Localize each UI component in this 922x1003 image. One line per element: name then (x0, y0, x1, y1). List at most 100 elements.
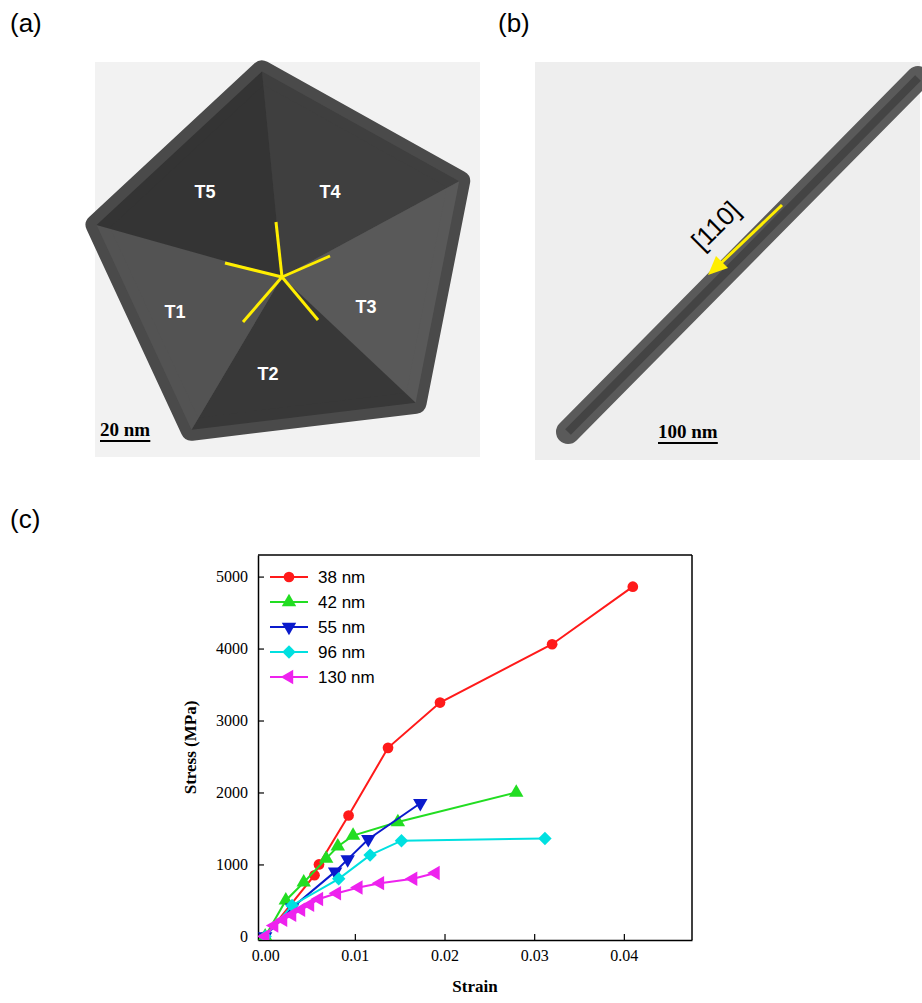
marker (413, 799, 427, 811)
tick-label: 5000 (216, 568, 248, 585)
marker (346, 827, 360, 839)
tick: 2000 (216, 784, 264, 801)
tick-mark (355, 934, 356, 940)
legend-label: 96 nm (318, 643, 365, 662)
tick-mark (534, 934, 535, 940)
legend-marker (281, 670, 293, 684)
scale-bar-label: 20 nm (100, 419, 150, 440)
scale-bar-label: 100 nm (658, 421, 718, 442)
tick: 1000 (216, 856, 264, 873)
image-background (95, 62, 480, 457)
marker (372, 876, 384, 890)
marker (319, 850, 333, 862)
marker (361, 835, 375, 847)
twin-boundary (276, 222, 282, 277)
tick: 4000 (216, 640, 264, 657)
tick-label: 0.02 (431, 947, 459, 964)
legend-entry: 42 nm (270, 593, 365, 612)
marker (329, 886, 341, 900)
pentagon-crosssection (97, 71, 460, 429)
tick-label: 1000 (216, 856, 248, 873)
marker (340, 855, 354, 867)
frame (258, 554, 692, 556)
twin-boundary (243, 277, 282, 322)
marker (509, 784, 523, 796)
panel-letter: (b) (498, 8, 530, 38)
axis-line (258, 556, 260, 941)
legend-entry: 38 nm (270, 568, 365, 587)
marker (311, 892, 323, 906)
tick: 3000 (216, 712, 264, 729)
y-axis-title: Stress (MPa) (181, 701, 200, 795)
plot-area (258, 581, 638, 940)
panel-letter: (a) (10, 8, 42, 38)
tick-label: 0 (240, 928, 248, 945)
marker (343, 810, 354, 821)
marker (547, 639, 558, 650)
series-line (265, 792, 516, 936)
tick-mark (258, 648, 264, 649)
tick-label: 4000 (216, 640, 248, 657)
legend-label: 55 nm (318, 618, 365, 637)
tick-label: 0.04 (610, 947, 638, 964)
marker (395, 834, 408, 847)
legend-marker (282, 645, 295, 658)
tick-mark (258, 792, 264, 793)
tick-mark (624, 934, 625, 940)
segment-label: T5 (194, 182, 215, 202)
legend-label: 42 nm (318, 593, 365, 612)
legend-marker (282, 623, 296, 635)
marker (258, 929, 269, 940)
tick: 0.04 (610, 934, 638, 964)
scale-bar (658, 442, 718, 444)
series-line (265, 587, 633, 937)
tick-label: 2000 (216, 784, 248, 801)
marker (350, 880, 362, 894)
twin-boundary (282, 277, 318, 320)
marker (538, 832, 551, 845)
legend-marker (284, 572, 295, 583)
tick: 0.02 (431, 934, 459, 964)
tick: 5000 (216, 568, 264, 585)
series-line (265, 873, 435, 936)
panel-c: 0.00 0.01 0.02 0.03 0.04 0 1000 2000 3000 4000 500… (181, 555, 693, 996)
panel-letter: (c) (10, 504, 40, 534)
marker (405, 872, 417, 886)
twin-segment (97, 71, 282, 277)
marker (383, 743, 394, 754)
tick: 0.03 (521, 934, 549, 964)
tick-mark (258, 576, 264, 577)
panel-a: T1 T2 T3 T4 T5 20 nm (95, 62, 480, 457)
tick-label: 3000 (216, 712, 248, 729)
legend-label: 38 nm (318, 568, 365, 587)
marker (332, 872, 345, 885)
tick-label: 0.03 (521, 947, 549, 964)
segment-label: T1 (164, 302, 185, 322)
marker (297, 874, 311, 886)
marker (627, 581, 638, 592)
tick-mark (258, 864, 264, 865)
legend-label: 130 nm (318, 668, 375, 687)
panel-b: [110]100 nm (535, 62, 920, 460)
axis-line (259, 940, 693, 942)
tick: 0.01 (341, 934, 369, 964)
twin-boundary (282, 256, 330, 277)
scale-bar (100, 440, 150, 442)
nanowire (568, 78, 918, 432)
legend-entry: 96 nm (270, 643, 365, 662)
nanowire-core (568, 78, 918, 432)
series-line (265, 803, 420, 936)
marker (331, 838, 345, 850)
segment-label: T4 (319, 182, 340, 202)
x-axis: 0.00 0.01 0.02 0.03 0.04 (252, 934, 693, 964)
legend: 38 nm 42 nm 55 nm 96 nm 130 nm (270, 568, 375, 687)
tick-mark (258, 720, 264, 721)
tick-mark (444, 934, 445, 940)
y-axis: 0 1000 2000 3000 4000 5000 (216, 556, 264, 946)
segment-label: T2 (257, 364, 278, 384)
marker (435, 697, 446, 708)
tick-label: 0.00 (252, 947, 280, 964)
tick-label: 0.01 (341, 947, 369, 964)
segment-label: T3 (355, 297, 376, 317)
marker (363, 848, 376, 861)
